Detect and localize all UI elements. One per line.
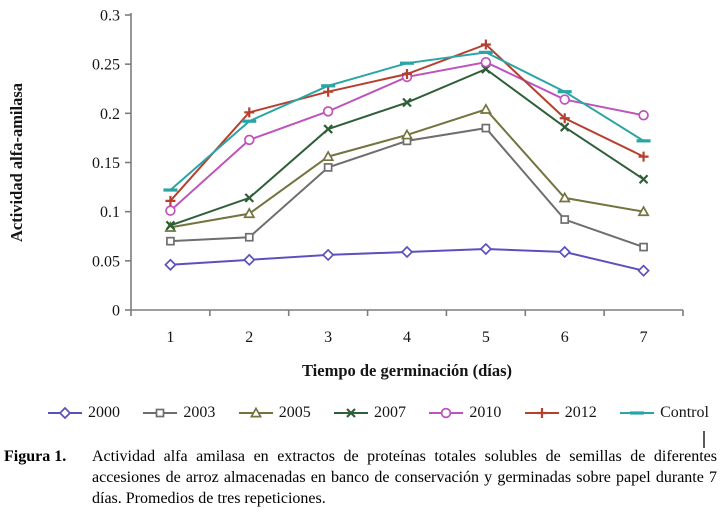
y-axis-title: Actividad alfa-amilasa <box>7 83 26 242</box>
x-axis-title: Tiempo de germinación (días) <box>302 361 512 380</box>
figure-caption: Figura 1. Actividad alfa amilasa en extr… <box>4 446 717 509</box>
square-marker <box>155 408 165 418</box>
series-control <box>163 50 651 192</box>
triangle-marker <box>558 191 571 203</box>
diamond-marker <box>479 242 493 256</box>
plus-marker <box>480 39 491 50</box>
legend-label: 2000 <box>88 404 120 421</box>
x-tick-label: 6 <box>561 329 569 346</box>
square-marker <box>323 163 333 172</box>
diamond-marker <box>558 245 571 259</box>
square-marker <box>639 242 648 252</box>
legend-marker-xcross <box>334 408 369 418</box>
x-tick-label: 7 <box>640 329 648 346</box>
x-tick-label: 5 <box>482 329 490 346</box>
circle-marker <box>638 110 649 121</box>
legend-marker-square <box>143 408 178 418</box>
legend-marker-diamond <box>48 406 82 420</box>
legend-marker-triangle <box>238 406 273 418</box>
triangle-marker <box>479 103 492 114</box>
diamond-marker <box>164 258 177 271</box>
diamond-marker <box>58 406 72 420</box>
legend-item-2012: 2012 <box>524 404 597 422</box>
legend-label: 2012 <box>564 404 597 421</box>
legend-label: Control <box>660 404 709 421</box>
circle-marker <box>441 407 452 419</box>
triangle-marker <box>637 205 650 217</box>
stray-tick-mark <box>703 431 705 448</box>
plus-marker <box>165 195 176 206</box>
x-marker <box>638 174 649 184</box>
plus-marker <box>536 408 547 418</box>
triangle-marker <box>400 128 414 140</box>
legend-label: 2003 <box>183 404 216 421</box>
circle-marker <box>480 56 492 68</box>
legend-marker-plus <box>524 408 559 418</box>
x-tick-label: 3 <box>324 329 332 346</box>
y-tick-label: 0.3 <box>100 8 120 25</box>
square-marker <box>166 236 175 246</box>
legend-item-2005: 2005 <box>238 404 311 422</box>
series-2000 <box>164 242 650 277</box>
legend-item-2007: 2007 <box>334 404 406 422</box>
y-tick-label: 0 <box>112 303 120 320</box>
figure-caption-label: Figura 1. <box>4 448 67 465</box>
square-marker <box>481 123 491 133</box>
series-2007 <box>165 64 649 231</box>
legend-marker-circle <box>429 407 464 419</box>
x-tick-label: 1 <box>166 329 174 346</box>
legend-label: 2005 <box>278 404 311 421</box>
y-tick-label: 0.15 <box>92 155 120 172</box>
y-tick-label: 0.25 <box>92 57 120 74</box>
plus-marker <box>244 107 255 118</box>
triangle-marker <box>243 207 256 219</box>
diamond-marker <box>400 245 414 259</box>
x-marker <box>402 97 412 108</box>
axes: 0 0.05 0.1 0.15 0.2 0.25 0.3 1 2 3 4 5 6 7 <box>92 8 684 346</box>
x-marker <box>323 124 333 134</box>
x-marker <box>346 408 356 418</box>
line-chart: 0 0.05 0.1 0.15 0.2 0.25 0.3 1 2 3 4 5 6 7 Tiempo de g… <box>7 8 684 380</box>
plus-marker <box>559 113 570 124</box>
plus-marker <box>323 86 334 97</box>
chart-legend: 2000 2003 2005 2007 2010 2012 Control <box>0 404 721 422</box>
legend-item-2003: 2003 <box>143 404 215 422</box>
square-marker <box>560 215 570 224</box>
series-2003 <box>166 123 648 252</box>
x-tick-label: 4 <box>403 329 411 346</box>
circle-marker <box>559 94 570 105</box>
legend-label: 2007 <box>374 404 407 421</box>
circle-marker <box>244 134 255 146</box>
y-tick-label: 0.2 <box>100 106 120 123</box>
x-marker <box>559 122 570 132</box>
plus-marker <box>402 69 412 79</box>
x-tick-label: 2 <box>245 329 253 346</box>
circle-marker <box>165 205 176 216</box>
plus-marker <box>638 151 649 162</box>
y-tick-label: 0.1 <box>100 204 120 221</box>
series-line <box>169 43 645 202</box>
x-marker <box>165 220 176 231</box>
legend-label: 2010 <box>469 404 502 421</box>
legend-item-control: Control <box>620 404 709 422</box>
series-2012 <box>165 39 649 206</box>
diamond-marker <box>637 264 650 277</box>
figure-caption-text: Actividad alfa amilasa en extractos de p… <box>92 448 717 507</box>
legend-item-2010: 2010 <box>429 404 501 422</box>
legend-marker-dash <box>620 411 655 415</box>
square-marker <box>244 232 254 242</box>
legend-item-2000: 2000 <box>48 404 120 422</box>
diamond-marker <box>321 248 335 262</box>
circle-marker <box>322 106 334 117</box>
triangle-marker <box>249 406 262 418</box>
triangle-marker <box>322 150 335 162</box>
diamond-marker <box>243 253 256 267</box>
y-tick-label: 0.05 <box>92 253 120 270</box>
x-marker <box>244 193 255 203</box>
